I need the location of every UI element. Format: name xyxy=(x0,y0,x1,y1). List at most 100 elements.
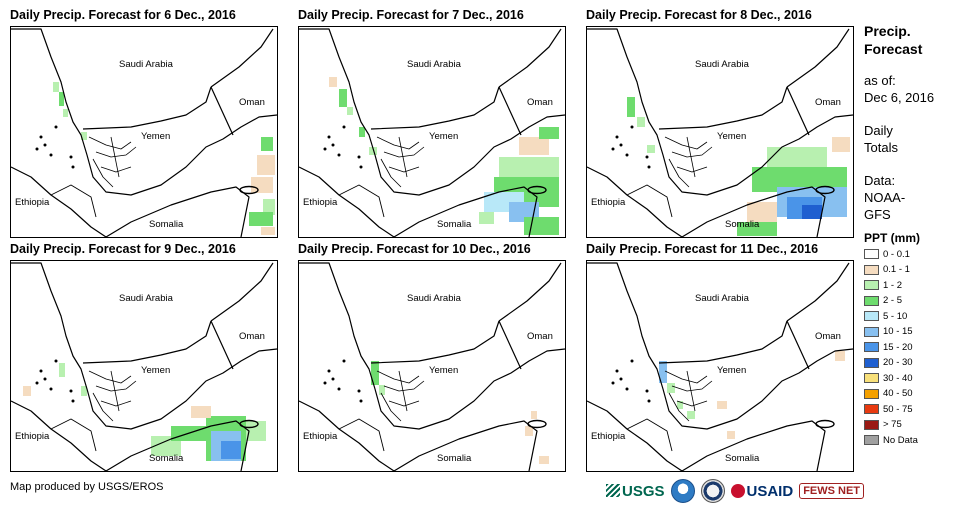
precip-cell xyxy=(63,109,68,117)
country-label-ethiopia: Ethiopia xyxy=(591,197,626,208)
precip-cell xyxy=(835,351,845,361)
precip-cell xyxy=(832,137,850,152)
coastline xyxy=(299,28,565,196)
legend-class: 0 - 0.1 xyxy=(864,247,910,261)
country-label-somalia: Somalia xyxy=(725,219,760,230)
legend-label: 5 - 10 xyxy=(883,310,908,322)
precip-cell xyxy=(371,361,379,385)
island xyxy=(35,381,39,385)
legend-label: 10 - 15 xyxy=(883,326,913,337)
governorate-boundary xyxy=(88,370,132,384)
horn-coastline xyxy=(587,400,683,471)
country-label-somalia: Somalia xyxy=(149,219,184,230)
island xyxy=(645,155,649,159)
precip-cell xyxy=(499,157,559,177)
island xyxy=(323,147,327,151)
forecast-map: Saudi Arabia Oman Yemen Ethiopia Somalia xyxy=(298,260,566,472)
governorate-boundary xyxy=(686,136,696,178)
border-oman xyxy=(210,262,274,322)
map-canvas: Saudi Arabia Oman Yemen Ethiopia Somalia xyxy=(299,262,565,471)
panel-title: Daily Precip. Forecast for 10 Dec., 2016 xyxy=(298,242,531,256)
island xyxy=(615,369,619,373)
precip-cell xyxy=(717,401,727,409)
governorate-boundary xyxy=(380,392,402,422)
island xyxy=(69,155,73,159)
map-canvas: Saudi Arabia Oman Yemen Ethiopia Somalia xyxy=(587,28,853,237)
island xyxy=(54,125,58,129)
legend-swatch xyxy=(864,264,879,275)
governorate-boundary xyxy=(110,136,120,178)
governorate-boundary xyxy=(671,380,713,392)
legend-label: No Data xyxy=(883,434,918,446)
governorate-boundary xyxy=(398,136,408,178)
governorate-boundary xyxy=(664,136,708,150)
legend-class: 50 - 75 xyxy=(864,402,913,416)
legend-label: 2 - 5 xyxy=(883,295,903,306)
precip-cell xyxy=(479,212,494,224)
legend-swatch xyxy=(864,311,879,321)
precip-cell xyxy=(519,137,549,155)
border-yemen-oman xyxy=(210,320,234,370)
island xyxy=(647,399,651,403)
legend-class: No Data xyxy=(864,433,918,447)
precip-cell xyxy=(81,386,87,396)
somalia-coastline xyxy=(105,420,250,471)
country-label-ethiopia: Ethiopia xyxy=(15,197,50,208)
forecast-map: Saudi Arabia Oman Yemen Ethiopia Somalia xyxy=(10,26,278,238)
border-oman xyxy=(210,28,274,88)
legend-label: 1 - 2 xyxy=(883,279,903,291)
governorate-boundary xyxy=(388,166,420,173)
country-label-saudi: Saudi Arabia xyxy=(407,293,462,304)
country-label-somalia: Somalia xyxy=(725,453,760,464)
precip-cell xyxy=(539,456,549,464)
legend-class: 5 - 10 xyxy=(864,309,907,323)
country-label-ethiopia: Ethiopia xyxy=(15,431,50,442)
country-label-yemen: Yemen xyxy=(141,131,170,142)
governorate-boundary xyxy=(100,166,132,173)
precip-cell xyxy=(261,137,273,151)
legend-class: 0.1 - 1 xyxy=(864,263,910,277)
legend-class: 10 - 15 xyxy=(864,325,913,339)
border-ethiopia-somalia xyxy=(338,418,385,452)
country-label-ethiopia: Ethiopia xyxy=(303,197,338,208)
legend-label: > 75 xyxy=(883,419,902,430)
usaid-logo: USAID xyxy=(730,483,793,500)
country-label-saudi: Saudi Arabia xyxy=(407,59,462,70)
island xyxy=(39,135,43,139)
country-label-yemen: Yemen xyxy=(717,131,746,142)
island xyxy=(71,399,75,403)
legend-swatch xyxy=(864,357,879,368)
border-saudi-yemen xyxy=(82,86,212,130)
somalia-coastline xyxy=(393,420,538,471)
country-label-oman: Oman xyxy=(527,97,553,108)
precip-cell xyxy=(53,82,59,92)
island xyxy=(49,153,53,157)
precip-cell xyxy=(767,147,827,167)
border-yemen-oman xyxy=(786,86,810,136)
island xyxy=(625,387,629,391)
island xyxy=(71,165,75,169)
coastline xyxy=(299,262,565,430)
governorate-boundary xyxy=(676,400,708,407)
country-label-somalia: Somalia xyxy=(437,219,472,230)
legend-label: 40 - 50 xyxy=(883,388,913,399)
country-label-ethiopia: Ethiopia xyxy=(303,431,338,442)
precip-cell xyxy=(525,426,533,436)
panel-title: Daily Precip. Forecast for 11 Dec., 2016 xyxy=(586,242,819,256)
island xyxy=(625,153,629,157)
precip-cell xyxy=(59,92,64,106)
island xyxy=(359,399,363,403)
daily-label: Daily xyxy=(864,123,893,138)
country-label-oman: Oman xyxy=(239,97,265,108)
border-yemen-oman xyxy=(498,320,522,370)
socotra-island xyxy=(527,185,547,195)
island xyxy=(611,147,615,151)
governorate-boundary xyxy=(388,400,420,407)
legend-class: 40 - 50 xyxy=(864,387,913,401)
legend-class: 15 - 20 xyxy=(864,340,913,354)
coastline xyxy=(587,28,853,196)
legend-swatch xyxy=(864,326,879,337)
island xyxy=(630,359,634,363)
legend: Precip. Forecast as of: Dec 6, 2016 Dail… xyxy=(864,22,964,447)
legend-label: 15 - 20 xyxy=(883,341,913,353)
